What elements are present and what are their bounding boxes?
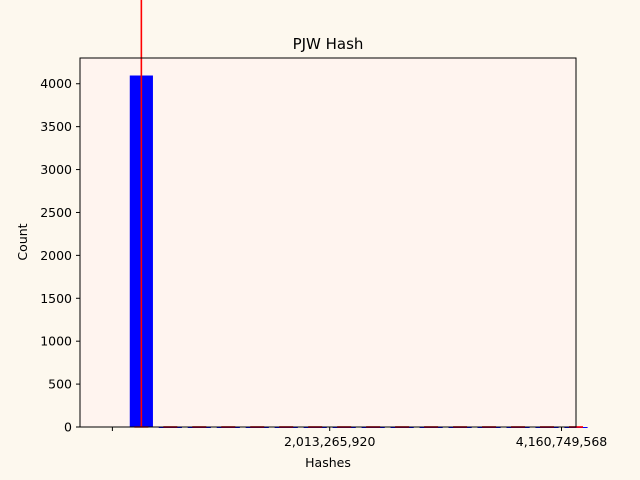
chart-title: PJW Hash bbox=[293, 35, 364, 53]
y-tick-label-7: 3500 bbox=[40, 119, 72, 134]
plot-area bbox=[80, 58, 576, 427]
plot-frame bbox=[79, 57, 577, 428]
y-tick-label-3: 1500 bbox=[40, 291, 72, 306]
y-tick-label-8: 4000 bbox=[40, 76, 72, 91]
y-tick-label-4: 2000 bbox=[40, 248, 72, 263]
x-tick-label-1: 2,013,265,920 bbox=[284, 434, 375, 449]
y-tick-label-6: 3000 bbox=[40, 162, 72, 177]
y-tick-label-5: 2500 bbox=[40, 205, 72, 220]
y-axis: 0 500 1000 1500 2000 2500 3000 3500 4000 bbox=[40, 76, 80, 435]
x-axis: 2,013,265,920 4,160,749,568 bbox=[111, 427, 607, 449]
y-tick-label-1: 500 bbox=[48, 377, 72, 392]
x-tick-label-2: 4,160,749,568 bbox=[516, 434, 607, 449]
y-tick-label-2: 1000 bbox=[40, 334, 72, 349]
y-axis-title: Count bbox=[15, 223, 30, 260]
y-tick-label-0: 0 bbox=[64, 420, 72, 435]
x-axis-title: Hashes bbox=[305, 455, 351, 470]
